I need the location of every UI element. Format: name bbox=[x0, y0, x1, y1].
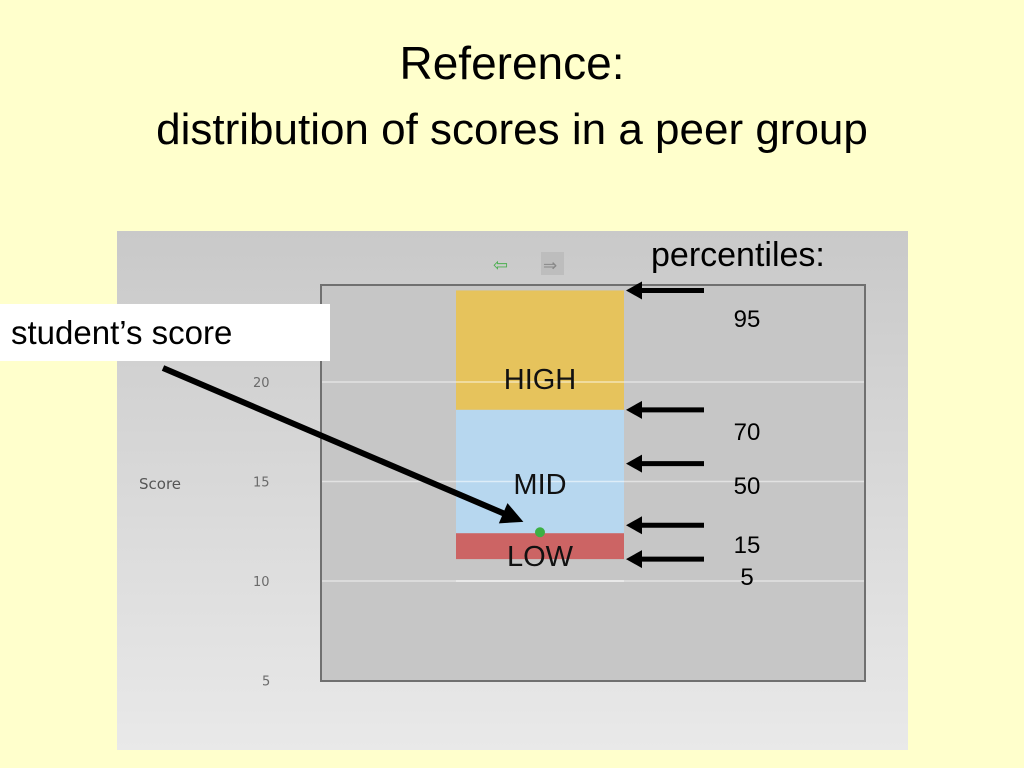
callout-arrow-head bbox=[498, 503, 524, 524]
band-low bbox=[456, 533, 624, 560]
percentile-arrow-head bbox=[626, 400, 642, 419]
slide-subtitle: distribution of scores in a peer group bbox=[156, 105, 868, 154]
band-label-low: LOW bbox=[507, 541, 574, 573]
band-label-mid: MID bbox=[513, 469, 566, 501]
y-tick-label: 20 bbox=[253, 376, 270, 391]
left-arrow-icon[interactable]: ⇦ bbox=[493, 255, 508, 275]
forward-button[interactable]: ⇒ bbox=[541, 252, 564, 275]
percentile-arrow-head bbox=[626, 454, 642, 473]
slide-title: Reference: bbox=[399, 37, 625, 89]
band-label-high: HIGH bbox=[504, 364, 577, 396]
percentile-arrow-head bbox=[626, 281, 642, 300]
percentile-label-5: 5 bbox=[740, 564, 753, 591]
right-arrow-icon[interactable]: ⇒ bbox=[543, 256, 557, 275]
percentiles-title: percentiles: bbox=[651, 236, 825, 274]
y-tick-label: 5 bbox=[262, 675, 270, 690]
percentile-arrow-head bbox=[626, 516, 642, 535]
y-axis-label: Score bbox=[139, 475, 181, 493]
student-score-callout: student’s score bbox=[0, 304, 330, 361]
student-score-point bbox=[535, 527, 545, 538]
bands: HIGH MID LOW bbox=[456, 290, 624, 582]
percentile-arrows: 95 70 50 15 5 bbox=[626, 281, 760, 591]
student-score-label: student’s score bbox=[11, 314, 233, 351]
percentile-label-50: 50 bbox=[734, 473, 761, 500]
band-mid bbox=[456, 409, 624, 534]
y-tick-labels: 5 10 15 20 bbox=[253, 376, 270, 690]
band-high bbox=[456, 290, 624, 410]
y-tick-label: 15 bbox=[253, 476, 270, 491]
callout-arrow-line bbox=[161, 365, 507, 517]
percentile-label-70: 70 bbox=[734, 419, 761, 446]
forward-button-bg[interactable] bbox=[541, 252, 564, 275]
percentile-arrow-head bbox=[626, 550, 642, 569]
back-button[interactable]: ⇦ bbox=[490, 253, 514, 275]
y-tick-label: 10 bbox=[253, 575, 270, 590]
percentile-label-95: 95 bbox=[734, 306, 761, 333]
percentile-label-15: 15 bbox=[734, 532, 761, 559]
